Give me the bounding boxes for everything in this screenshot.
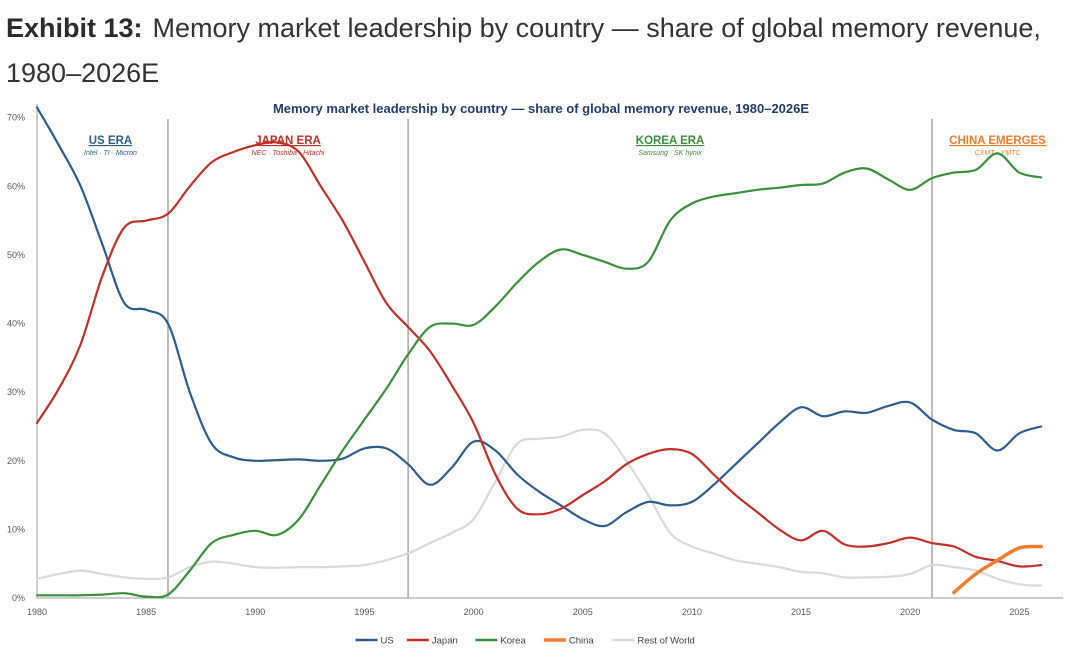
era-companies-us-era: Intel · TI · Micron bbox=[84, 150, 137, 157]
series-line-korea bbox=[35, 152, 1043, 599]
era-label-us-era: US ERA bbox=[89, 135, 132, 147]
y-tick-label: 40% bbox=[7, 319, 25, 329]
series-lines bbox=[35, 106, 1043, 599]
series-line-us bbox=[35, 106, 1043, 528]
y-tick-label: 10% bbox=[7, 524, 25, 534]
series-line-rest-of-world bbox=[35, 428, 1043, 587]
x-tick-labels: 1980 1985 1990 1995 2000 2005 2010 2015 2020 2025 bbox=[27, 607, 1029, 617]
y-tick-label: 30% bbox=[7, 387, 25, 397]
legend-label-china: China bbox=[569, 636, 595, 647]
exhibit-caption-text: Memory market leadership by country — sh… bbox=[6, 13, 1041, 88]
x-tick-label: 1980 bbox=[27, 607, 47, 617]
y-tick-label: 60% bbox=[7, 181, 25, 191]
y-tick-labels: 0% 10% 20% 30% 40% 50% 60% 70% bbox=[7, 113, 25, 603]
x-tick-label: 2010 bbox=[682, 607, 702, 617]
series-line-japan bbox=[35, 141, 1043, 568]
legend-label-rest-of-world: Rest of World bbox=[637, 636, 694, 647]
era-label-japan-era: JAPAN ERA bbox=[255, 135, 321, 147]
x-tick-label: 1995 bbox=[354, 607, 374, 617]
y-tick-label: 50% bbox=[7, 250, 25, 260]
legend-label-us: US bbox=[381, 636, 394, 647]
y-tick-label: 70% bbox=[7, 113, 25, 123]
era-companies-japan-era: NEC · Toshiba · Hitachi bbox=[252, 150, 325, 157]
line-chart: Memory market leadership by country — sh… bbox=[7, 101, 1063, 647]
x-tick-label: 2000 bbox=[464, 607, 484, 617]
x-tick-label: 2005 bbox=[573, 607, 593, 617]
x-tick-label: 1985 bbox=[136, 607, 156, 617]
era-label-china-emerges: CHINA EMERGES bbox=[949, 135, 1046, 147]
legend-label-japan: Japan bbox=[432, 636, 458, 647]
x-tick-label: 2015 bbox=[791, 607, 811, 617]
chart-title: Memory market leadership by country — sh… bbox=[273, 101, 809, 116]
era-annotations: US ERA Intel · TI · Micron JAPAN ERA NEC · … bbox=[84, 119, 1046, 598]
era-label-korea-era: KOREA ERA bbox=[636, 135, 705, 147]
y-tick-label: 0% bbox=[12, 593, 25, 603]
x-tick-label: 1990 bbox=[245, 607, 265, 617]
x-tick-label: 2025 bbox=[1009, 607, 1029, 617]
exhibit-label: Exhibit 13: bbox=[6, 13, 143, 43]
y-tick-label: 20% bbox=[7, 456, 25, 466]
series-line-china bbox=[952, 544, 1043, 595]
exhibit-caption: Exhibit 13: Memory market leadership by c… bbox=[6, 6, 1074, 96]
x-tick-label: 2020 bbox=[900, 607, 920, 617]
era-companies-korea-era: Samsung · SK hynix bbox=[638, 150, 702, 157]
legend: US Japan Korea China Rest of World bbox=[355, 636, 695, 647]
legend-label-korea: Korea bbox=[500, 636, 526, 647]
